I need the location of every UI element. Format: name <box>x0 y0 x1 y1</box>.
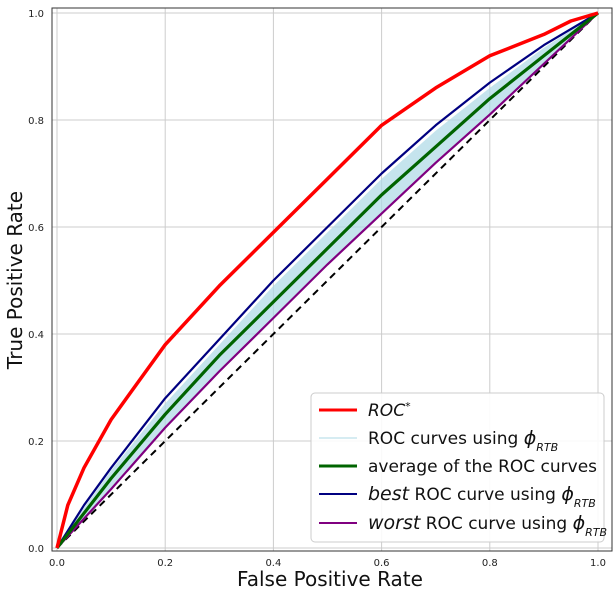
roc-lines <box>55 11 599 549</box>
series-line-roc* <box>55 11 599 549</box>
x-axis-label: False Positive Rate <box>237 567 423 591</box>
legend-label-average: average of the ROC curves <box>368 457 597 477</box>
legend-box <box>310 392 605 543</box>
x-tick-label: 1.0 <box>590 558 606 569</box>
series-line-chance <box>56 12 599 549</box>
x-tick-label: 0.8 <box>482 558 498 569</box>
y-axis-label: True Positive Rate <box>3 191 27 370</box>
y-tick-label: 0.4 <box>28 330 44 341</box>
y-tick-label: 0.6 <box>28 223 44 234</box>
x-tick-label: 0.6 <box>374 558 390 569</box>
legend-label-roc_curves: ROC curves using ϕRTB <box>368 427 558 454</box>
series-line-average <box>55 11 599 549</box>
x-tick-label: 0.4 <box>265 558 281 569</box>
y-tick-label: 0.8 <box>28 116 44 127</box>
y-tick-label: 0.0 <box>28 544 44 555</box>
y-tick-labels: 0.0 0.2 0.4 0.6 0.8 1.0 <box>28 9 44 555</box>
legend: ROC* ROC curves using ϕRTB average of the … <box>310 392 607 543</box>
series-line-best <box>56 12 599 549</box>
x-tick-labels: 0.0 0.2 0.4 0.6 0.8 1.0 <box>49 558 606 569</box>
y-tick-label: 0.2 <box>28 437 44 448</box>
legend-label-best: best ROC curve using ϕRTB <box>368 483 596 510</box>
legend-label-roc_star: ROC* <box>368 400 411 422</box>
y-tick-label: 1.0 <box>28 9 44 20</box>
x-tick-label: 0.2 <box>157 558 173 569</box>
series-line-worst <box>56 12 599 549</box>
legend-label-worst: worst ROC curve using ϕRTB <box>368 512 607 539</box>
plot-frame <box>51 7 613 552</box>
x-tick-label: 0.0 <box>49 558 65 569</box>
